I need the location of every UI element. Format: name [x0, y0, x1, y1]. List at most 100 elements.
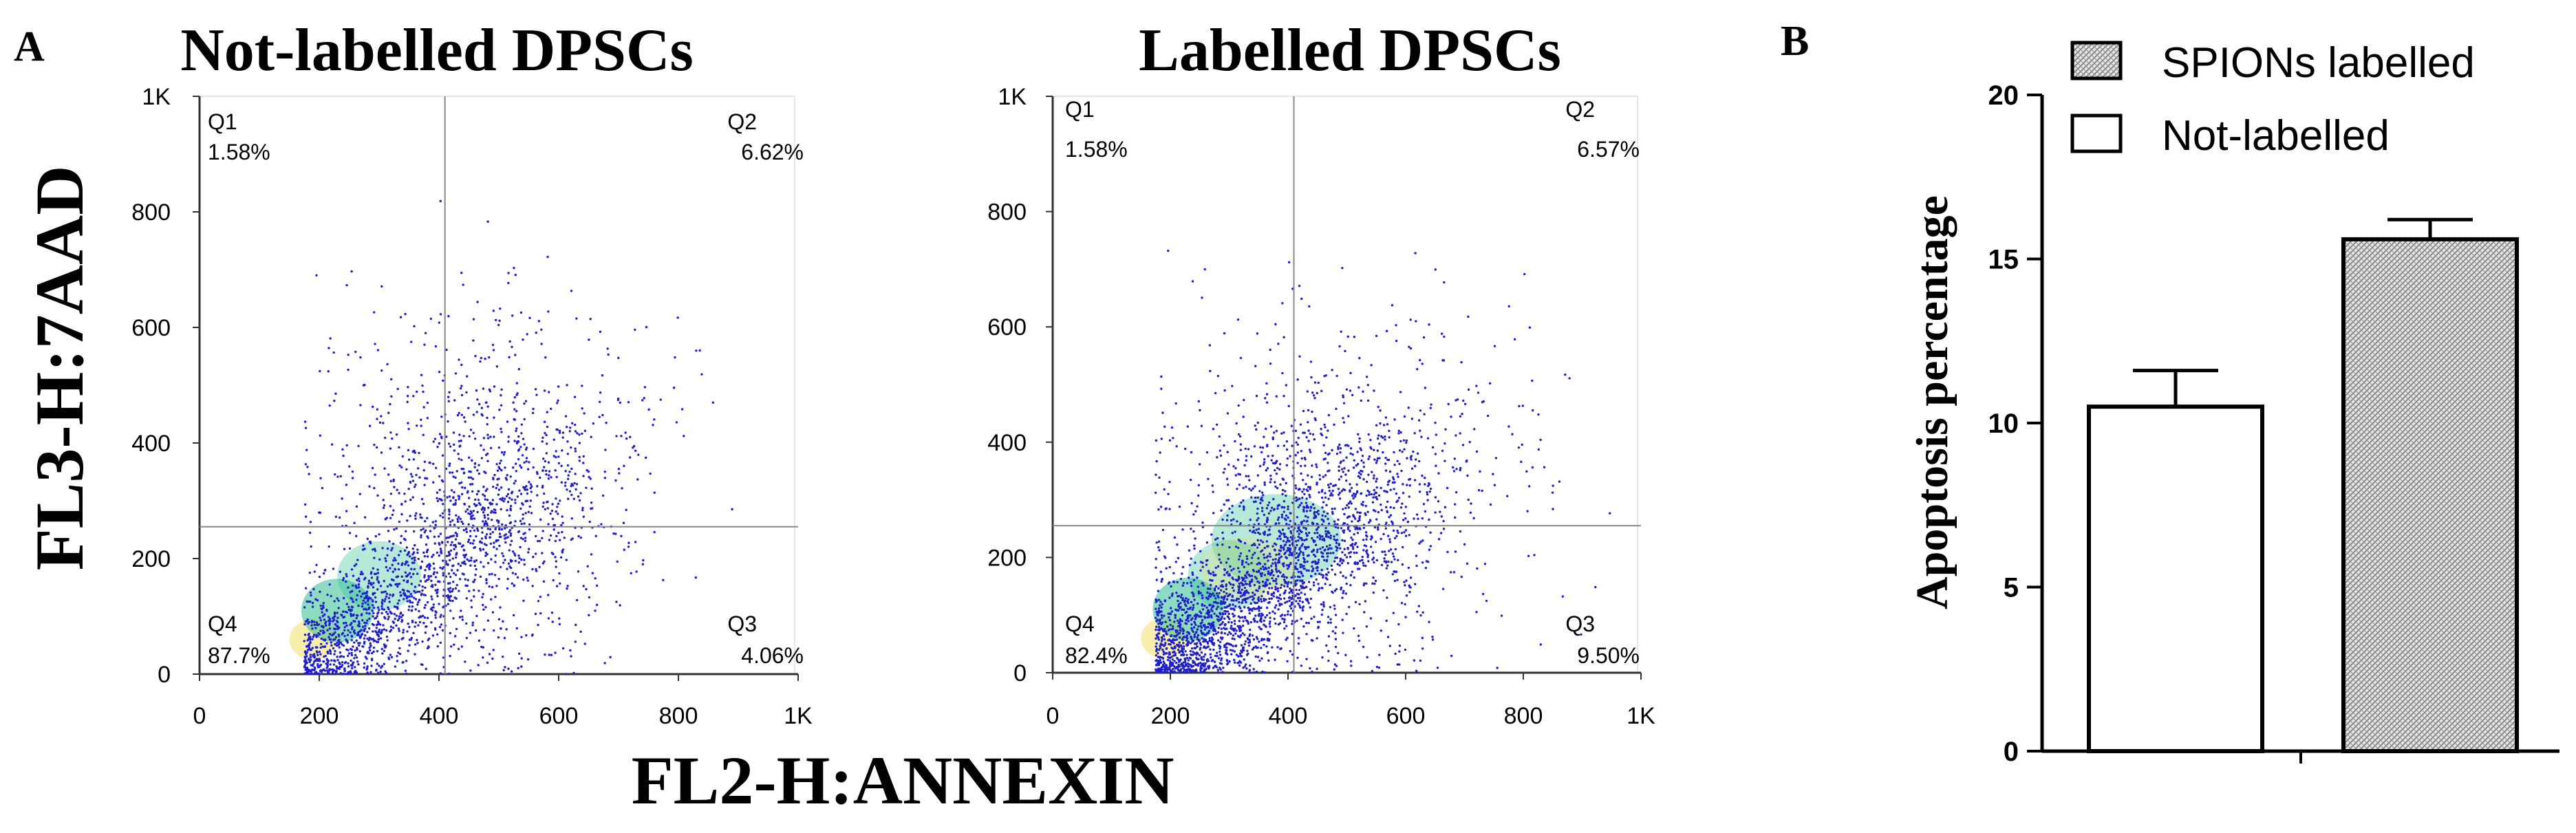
scatter-point — [1219, 640, 1222, 644]
scatter-point — [1342, 488, 1345, 491]
scatter-point — [423, 460, 427, 463]
scatter-point — [1377, 510, 1380, 514]
scatter-point — [500, 508, 502, 511]
scatter-point — [547, 523, 550, 526]
scatter-point — [337, 599, 340, 602]
scatter-point — [1419, 429, 1421, 432]
scatter-point — [1265, 645, 1268, 648]
scatter-point — [424, 594, 427, 596]
scatter-point — [394, 567, 396, 570]
scatter-point — [587, 470, 590, 473]
scatter-point — [508, 530, 511, 534]
scatter-point — [526, 333, 528, 336]
scatter-point — [508, 497, 511, 499]
scatter-point — [358, 629, 362, 633]
scatter-point — [590, 487, 593, 490]
scatter-point — [427, 646, 430, 649]
scatter-point — [486, 499, 489, 501]
scatter-point — [1278, 570, 1280, 572]
scatter-point — [345, 283, 348, 287]
scatter-point — [364, 625, 367, 627]
scatter-point — [385, 565, 388, 569]
scatter-point — [1366, 489, 1369, 493]
scatter-point — [330, 659, 333, 662]
scatter-point — [396, 655, 398, 658]
scatter-point — [1299, 565, 1302, 569]
scatter-point — [433, 542, 436, 545]
scatter-point — [1270, 506, 1274, 509]
scatter-point — [332, 627, 336, 630]
scatter-point — [472, 318, 475, 321]
scatter-point — [454, 543, 457, 547]
scatter-point — [1408, 584, 1410, 587]
scatter-point — [1216, 639, 1220, 642]
scatter-point — [1338, 345, 1341, 348]
scatter-point — [498, 544, 501, 548]
scatter-point — [395, 614, 398, 617]
scatter-point — [402, 631, 405, 634]
scatter-point — [414, 517, 417, 520]
scatter-point — [503, 497, 506, 500]
scatter-point — [1305, 497, 1308, 500]
scatter-point — [344, 610, 347, 614]
scatter-point — [1210, 627, 1212, 629]
scatter-point — [414, 643, 417, 646]
scatter-point — [1226, 642, 1230, 645]
scatter-point — [1203, 638, 1205, 640]
scatter-point — [1267, 570, 1270, 573]
scatter-point — [354, 350, 357, 354]
scatter-point — [349, 591, 352, 594]
scatter-point — [492, 349, 495, 351]
scatter-point — [498, 319, 501, 322]
scatter-point — [471, 490, 474, 493]
scatter-point — [421, 640, 424, 643]
scatter-point — [1167, 493, 1170, 495]
scatter-point — [368, 636, 371, 639]
scatter-point — [327, 370, 330, 373]
scatter-point — [452, 496, 455, 499]
scatter-point — [1302, 488, 1305, 491]
scatter-point — [513, 440, 516, 442]
scatter-point — [482, 437, 486, 440]
scatter-point — [1388, 516, 1391, 519]
scatter-point — [465, 527, 468, 530]
scatter-point — [358, 590, 361, 593]
scatter-point — [339, 671, 342, 675]
scatter-point — [383, 616, 386, 618]
scatter-point — [397, 639, 400, 642]
scatter-point — [1295, 552, 1298, 554]
scatter-point — [1327, 649, 1330, 653]
scatter-point — [368, 541, 371, 543]
scatter-point — [1258, 609, 1260, 612]
scatter-point — [493, 574, 497, 576]
scatter-point — [366, 631, 369, 634]
scatter-point — [1239, 356, 1243, 360]
scatter-point — [1225, 519, 1229, 521]
scatter-point — [1159, 451, 1161, 454]
scatter-point — [1342, 589, 1345, 593]
scatter-point — [504, 533, 508, 536]
scatter-point — [1294, 565, 1297, 568]
scatter-point — [448, 513, 451, 516]
scatter-point — [1211, 484, 1214, 487]
scatter-point — [1281, 302, 1284, 305]
scatter-point — [403, 592, 407, 595]
scatter-point — [1155, 670, 1158, 673]
scatter-point — [1163, 425, 1166, 428]
scatter-point — [645, 325, 648, 329]
scatter-point — [406, 581, 409, 583]
scatter-point — [319, 653, 322, 656]
scatter-point — [544, 508, 547, 511]
scatter-point — [500, 451, 504, 454]
scatter-point — [411, 496, 414, 499]
scatter-point — [1299, 464, 1302, 468]
scatter-point — [1166, 658, 1170, 662]
scatter-point — [1202, 662, 1205, 665]
scatter-point — [361, 605, 364, 608]
scatter-point — [488, 653, 491, 656]
scatter-point — [1358, 356, 1361, 360]
scatter-point — [1269, 533, 1271, 536]
scatter-point — [1343, 539, 1346, 543]
scatter-point — [1172, 667, 1174, 671]
scatter-point — [1307, 545, 1310, 549]
